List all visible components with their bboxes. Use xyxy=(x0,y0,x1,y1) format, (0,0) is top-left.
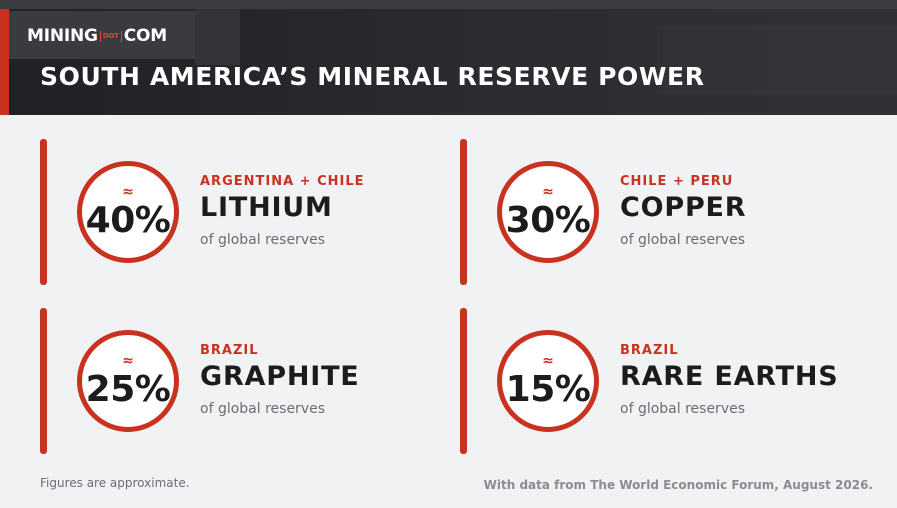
stat-card-graphite: ≈ 25% BRAZIL GRAPHITE of global reserves xyxy=(40,308,440,454)
logo-text-dot: DOT xyxy=(99,30,122,42)
card-accent-bar xyxy=(460,308,467,454)
approx-symbol: ≈ xyxy=(542,184,554,200)
mineral-name: GRAPHITE xyxy=(200,361,360,392)
brand-logo: MINING DOT COM xyxy=(27,26,167,46)
percent-ring: ≈ 15% xyxy=(497,330,599,432)
mineral-name: RARE EARTHS xyxy=(620,361,839,392)
region-label: ARGENTINA + CHILE xyxy=(200,174,365,189)
stat-card-copper: ≈ 30% CHILE + PERU COPPER of global rese… xyxy=(460,139,860,285)
logo-tab-decoration xyxy=(195,9,240,65)
percent-ring: ≈ 25% xyxy=(77,330,179,432)
card-accent-bar xyxy=(40,308,47,454)
source-credit: With data from The World Economic Forum,… xyxy=(483,478,873,492)
percent-value: 30% xyxy=(505,200,591,241)
percent-value: 40% xyxy=(85,200,171,241)
region-label: BRAZIL xyxy=(200,343,259,358)
mineral-name: COPPER xyxy=(620,192,747,223)
header-top-strip xyxy=(0,0,897,9)
percent-value: 25% xyxy=(85,369,171,410)
logo-box xyxy=(9,11,195,59)
approx-symbol: ≈ xyxy=(122,353,134,369)
stat-card-rare-earths: ≈ 15% BRAZIL RARE EARTHS of global reser… xyxy=(460,308,860,454)
header-banner: MINING DOT COM SOUTH AMERICA’S MINERAL R… xyxy=(0,0,897,115)
mineral-name: LITHIUM xyxy=(200,192,333,223)
stat-card-lithium: ≈ 40% ARGENTINA + CHILE LITHIUM of globa… xyxy=(40,139,440,285)
reserve-caption: of global reserves xyxy=(620,401,746,417)
card-accent-bar xyxy=(460,139,467,285)
percent-value: 15% xyxy=(505,369,591,410)
approx-symbol: ≈ xyxy=(122,184,134,200)
region-label: BRAZIL xyxy=(620,343,679,358)
percent-ring: ≈ 30% xyxy=(497,161,599,263)
reserve-caption: of global reserves xyxy=(620,232,746,248)
header-accent-bar xyxy=(0,9,9,115)
approx-symbol: ≈ xyxy=(542,353,554,369)
logo-text-left: MINING xyxy=(27,26,98,46)
logo-text-right: COM xyxy=(123,26,167,46)
reserve-caption: of global reserves xyxy=(200,401,326,417)
percent-ring: ≈ 40% xyxy=(77,161,179,263)
card-accent-bar xyxy=(40,139,47,285)
reserve-caption: of global reserves xyxy=(200,232,326,248)
page-title: SOUTH AMERICA’S MINERAL RESERVE POWER xyxy=(40,62,705,91)
footnote: Figures are approximate. xyxy=(40,476,190,490)
region-label: CHILE + PERU xyxy=(620,174,734,189)
